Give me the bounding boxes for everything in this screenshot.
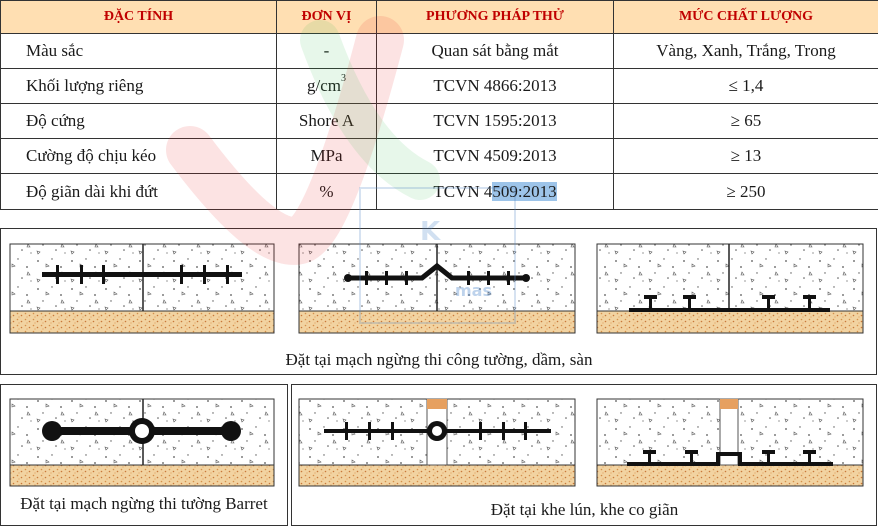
panel-expansion-1	[298, 398, 576, 487]
cell-unit: -	[276, 33, 377, 69]
cell-property: Độ giãn dài khi đứt	[0, 173, 277, 210]
caption-barrette: Đặt tại mạch ngừng thi tường Barret	[20, 494, 268, 513]
header-method: PHƯƠNG PHÁP THỬ	[376, 0, 614, 34]
cell-level: Vàng, Xanh, Trắng, Trong	[613, 33, 878, 69]
table-row: Cường độ chịu kéo MPa TCVN 4509:2013 ≥ 1…	[0, 138, 878, 174]
cell-method: TCVN 4509:2013	[376, 138, 614, 174]
caption-expansion-joint: Đặt tại khe lún, khe co giãn	[490, 500, 679, 519]
cell-property: Cường độ chịu kéo	[0, 138, 277, 174]
cell-property: Độ cứng	[0, 103, 277, 139]
header-unit: ĐƠN VỊ	[276, 0, 377, 34]
header-level: MỨC CHẤT LƯỢNG	[613, 0, 878, 34]
table-row: Khối lượng riêng g/cm3 TCVN 4866:2013 ≤ …	[0, 68, 878, 104]
method-text: TCVN 4	[433, 181, 493, 201]
cell-method: TCVN 4866:2013	[376, 68, 614, 104]
frame-barrette	[0, 384, 288, 526]
properties-table: ĐẶC TÍNH ĐƠN VỊ PHƯƠNG PHÁP THỬ MỨC CHẤT…	[0, 0, 878, 210]
cell-property: Màu sắc	[0, 33, 277, 69]
unit-text: g/cm	[307, 76, 341, 95]
cell-unit: Shore A	[276, 103, 377, 139]
table-row: Màu sắc - Quan sát bằng mắt Vàng, Xanh, …	[0, 33, 878, 69]
panel-construction-joint-3	[596, 243, 864, 334]
unit-superscript: 3	[341, 73, 346, 84]
selected-text[interactable]: 509:2013	[492, 181, 557, 201]
waterstop-diagrams	[0, 228, 877, 526]
cell-level: ≥ 13	[613, 138, 878, 174]
table-row: Độ cứng Shore A TCVN 1595:2013 ≥ 65	[0, 103, 878, 139]
table-header-row: ĐẶC TÍNH ĐƠN VỊ PHƯƠNG PHÁP THỬ MỨC CHẤT…	[0, 0, 878, 34]
cell-property: Khối lượng riêng	[0, 68, 277, 104]
caption-construction-joint: Đặt tại mạch ngừng thi công tường, dầm, …	[285, 350, 593, 369]
header-property: ĐẶC TÍNH	[0, 0, 277, 34]
panel-construction-joint-1	[9, 243, 275, 334]
cell-unit: g/cm3	[276, 68, 377, 104]
cell-unit: %	[276, 173, 377, 210]
panel-expansion-2	[596, 398, 864, 487]
cell-method: Quan sát bằng mắt	[376, 33, 614, 69]
cell-level: ≥ 65	[613, 103, 878, 139]
cell-level: ≥ 250	[613, 173, 878, 210]
row-frame-top	[0, 228, 877, 375]
panel-construction-joint-2	[298, 243, 576, 334]
panel-barrette	[9, 398, 275, 487]
frame-expansion	[291, 384, 877, 526]
cell-method: TCVN 1595:2013	[376, 103, 614, 139]
cell-level: ≤ 1,4	[613, 68, 878, 104]
cell-unit: MPa	[276, 138, 377, 174]
table-row: Độ giãn dài khi đứt % TCVN 4509:2013 ≥ 2…	[0, 173, 878, 210]
cell-method: TCVN 4509:2013	[376, 173, 614, 210]
